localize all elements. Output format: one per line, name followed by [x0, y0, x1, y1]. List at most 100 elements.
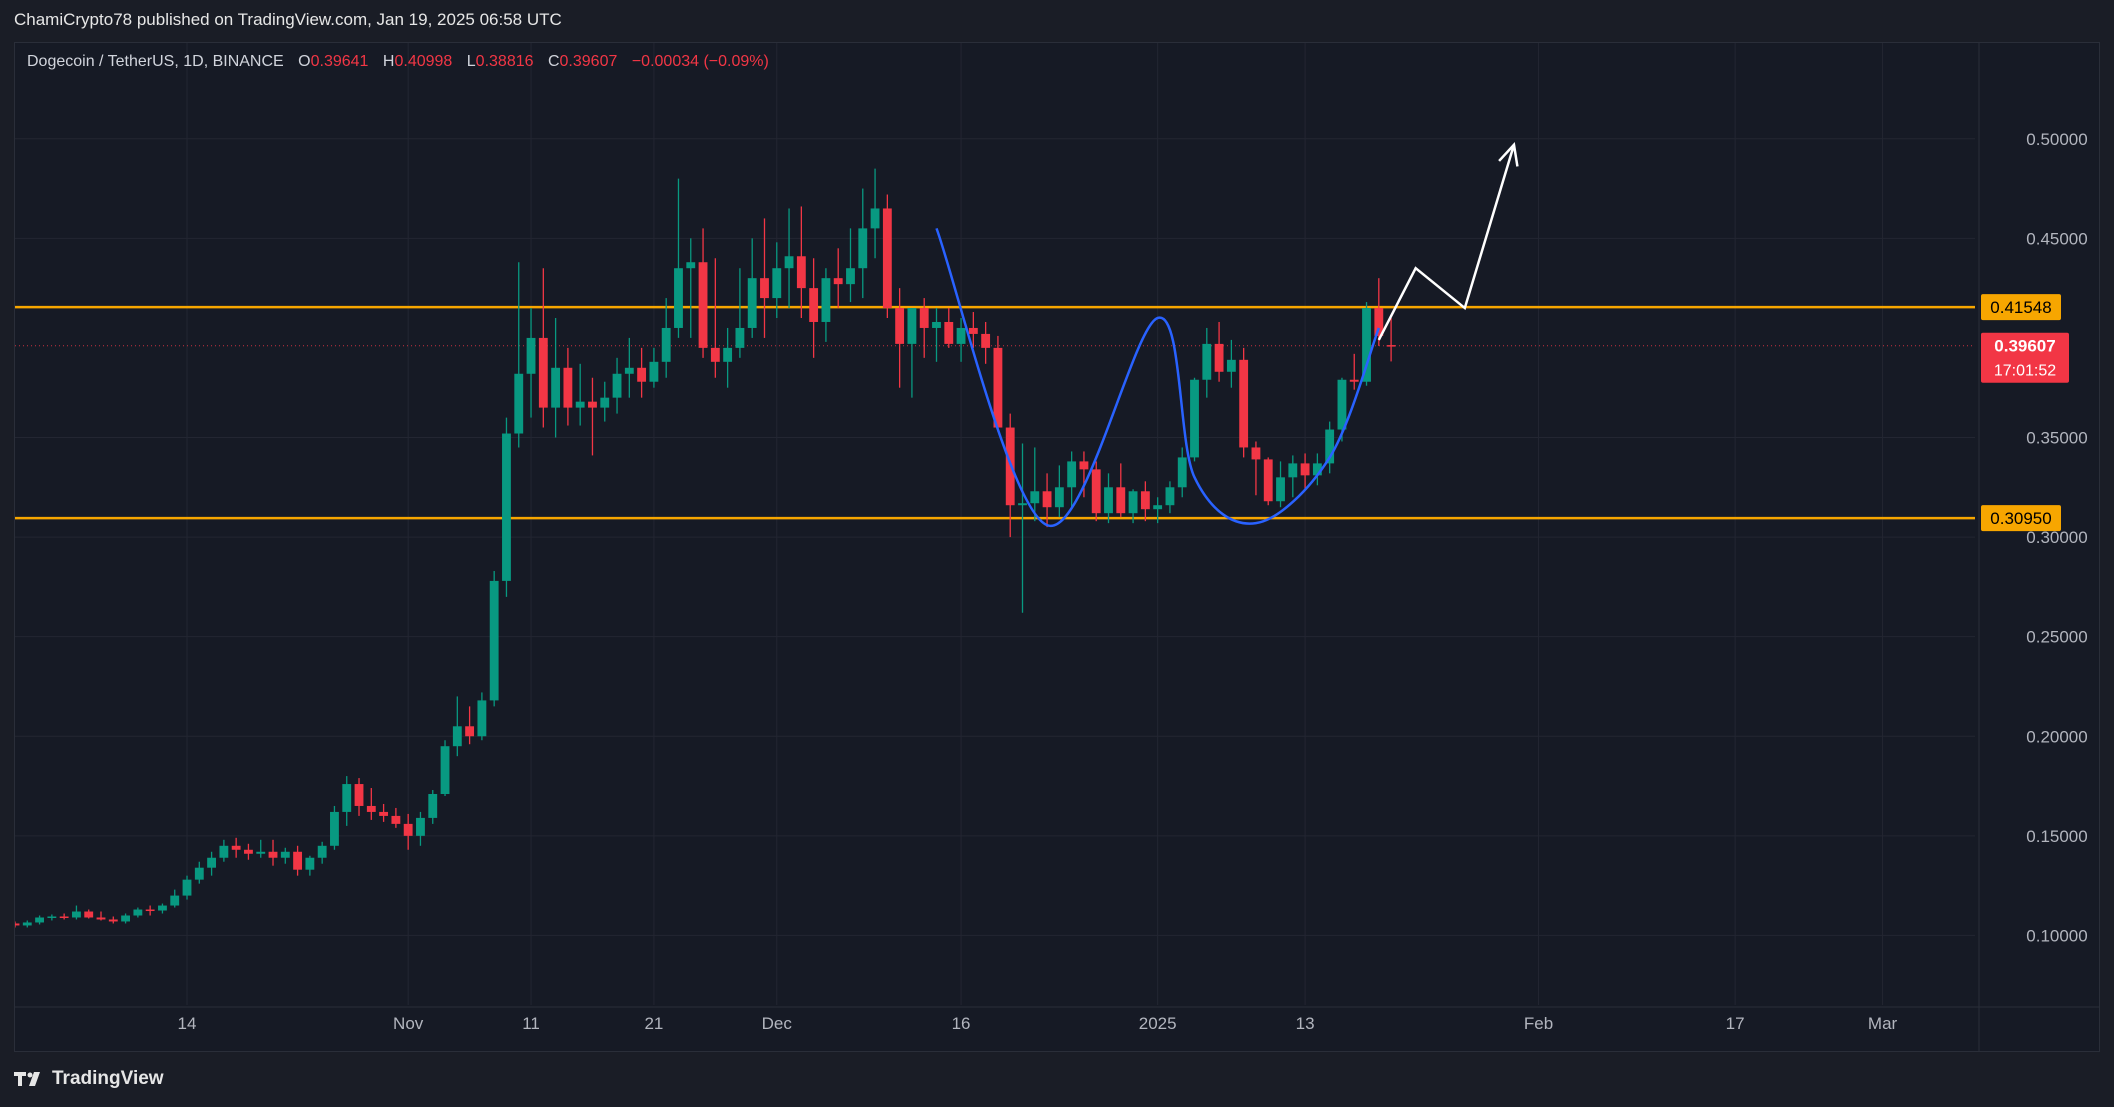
y-tick-label: 0.50000	[2026, 130, 2087, 149]
y-tick-label: 0.10000	[2026, 926, 2087, 945]
candle-body	[1165, 487, 1175, 506]
candle-body	[452, 726, 462, 747]
candle-body	[563, 367, 573, 408]
candle-body	[968, 327, 978, 334]
candle-body	[366, 805, 376, 812]
candle-body	[121, 915, 131, 922]
candle-body	[1276, 477, 1285, 502]
candle-body	[1079, 461, 1089, 470]
candle-body	[15, 923, 20, 926]
candle-body	[882, 208, 892, 309]
candle-body	[526, 337, 536, 374]
candle-body	[1214, 343, 1224, 372]
x-tick-label: 14	[178, 1014, 197, 1033]
tradingview-logo[interactable]: TradingView	[14, 1068, 164, 1090]
candle-body	[231, 845, 241, 850]
candle-body	[428, 794, 438, 818]
candle-body	[379, 811, 389, 816]
projection-path	[1377, 144, 1516, 341]
x-tick-label: Dec	[762, 1014, 793, 1033]
candle-body	[1362, 308, 1371, 382]
candle-body	[538, 337, 548, 408]
candle-body	[1128, 491, 1138, 514]
candle-body	[440, 746, 450, 795]
candle-body	[674, 268, 683, 328]
candle-body	[170, 895, 180, 906]
tradingview-logo-icon	[14, 1072, 40, 1086]
published-line: ChamiCrypto78 published on TradingView.c…	[14, 10, 562, 29]
open-label: O	[298, 53, 311, 70]
candle-body	[895, 308, 905, 344]
chart-pane[interactable]: 0.10000 0.15000 0.20000 0.25000 0.30000 0.350…	[14, 42, 2100, 1052]
y-tick-label: 0.45000	[2026, 229, 2087, 248]
high-value: 0.40998	[394, 53, 453, 70]
low-label: L	[466, 53, 476, 70]
candle-body	[317, 845, 327, 858]
candle-body	[182, 879, 192, 896]
last-price-label: 0.39607	[1994, 337, 2055, 356]
x-tick-label: 21	[644, 1014, 663, 1033]
candle-body	[47, 916, 57, 918]
tradingview-brand: TradingView	[52, 1068, 164, 1089]
candle-body	[1153, 505, 1163, 510]
candle-body	[268, 851, 278, 858]
candle-body	[698, 262, 708, 348]
candle-body	[465, 726, 475, 737]
candle-body	[342, 784, 352, 812]
candle-body	[747, 278, 757, 328]
candle-body	[846, 268, 855, 285]
candle-body	[710, 347, 720, 362]
price-level-badge	[1981, 294, 2061, 321]
candle-body	[1202, 343, 1212, 380]
candle-body	[1239, 359, 1249, 448]
cup-pattern-curve	[935, 227, 1380, 527]
candle-body	[760, 278, 769, 299]
x-tick-label: Nov	[393, 1014, 424, 1033]
candle-body	[502, 433, 511, 581]
candle-body	[833, 278, 843, 285]
candle-body	[1177, 457, 1187, 488]
candle-body	[981, 333, 991, 348]
candle-body	[489, 580, 499, 701]
candle-body	[624, 367, 634, 374]
candle-body	[96, 917, 106, 920]
candle-body	[919, 308, 929, 328]
candlestick-chart[interactable]: 0.10000 0.15000 0.20000 0.25000 0.30000 0.350…	[15, 43, 2100, 1052]
candle-body	[1263, 459, 1273, 502]
x-tick-label: 11	[522, 1014, 540, 1033]
close-value: 0.39607	[559, 53, 618, 70]
candle-body	[1140, 491, 1150, 510]
candle-body	[637, 367, 647, 382]
y-tick-label: 0.35000	[2026, 429, 2087, 448]
symbol-legend: Dogecoin / TetherUS, 1D, BINANCE O0.3964…	[27, 53, 769, 71]
candle-body	[686, 262, 696, 269]
candle-body	[1386, 345, 1396, 347]
candle-body	[1325, 429, 1335, 464]
candle-body	[1018, 503, 1027, 506]
candle-body	[1374, 308, 1384, 336]
candle-body	[870, 208, 880, 229]
candle-body	[35, 917, 44, 923]
candle-body	[416, 817, 425, 836]
candle-body	[649, 361, 659, 382]
candle-body	[22, 922, 32, 926]
candle-body	[956, 327, 966, 344]
candle-body	[907, 308, 917, 344]
candle-body	[133, 909, 143, 916]
candle-body	[1030, 491, 1040, 504]
candle-body	[244, 849, 253, 854]
x-tick-label: Feb	[1524, 1014, 1553, 1033]
y-tick-label: 0.15000	[2026, 827, 2087, 846]
x-tick-label: 16	[952, 1014, 971, 1033]
candle-body	[403, 823, 413, 836]
projection-arrow-head	[1498, 141, 1519, 167]
candle-body	[932, 321, 941, 328]
close-label: C	[547, 53, 560, 70]
candle-body	[600, 397, 610, 408]
candle-body	[858, 228, 868, 269]
candle-body	[477, 700, 487, 737]
candle-body	[735, 327, 745, 348]
candle-body	[1091, 469, 1101, 514]
candle-body	[993, 347, 1003, 428]
candle-body	[72, 911, 81, 918]
